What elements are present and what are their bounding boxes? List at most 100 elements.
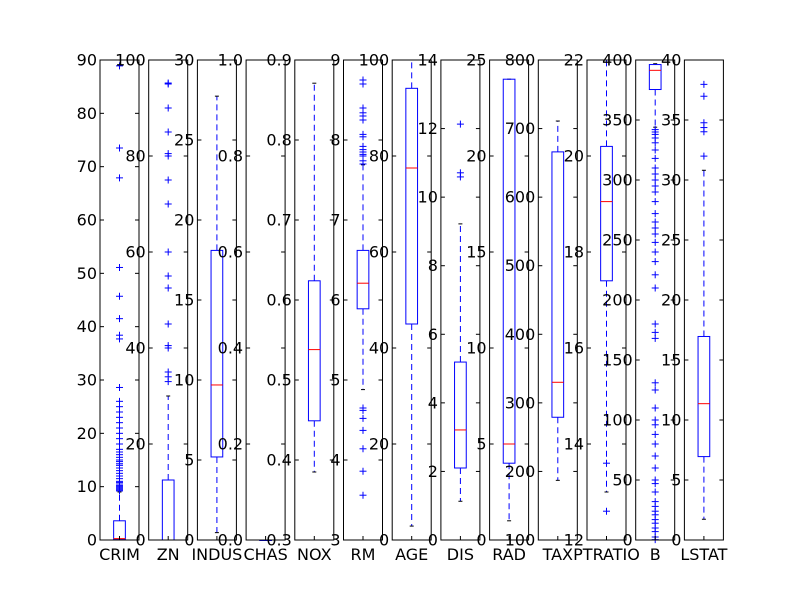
flier-point [651, 224, 659, 232]
flier-point [359, 467, 367, 475]
y-tick-label: 0.6 [218, 243, 243, 262]
y-tick-label: 200 [505, 462, 536, 481]
y-tick-label: 0.5 [266, 371, 291, 390]
axes-frame [294, 59, 335, 541]
y-tick-label: 40 [369, 339, 389, 358]
y-tick-label: 80 [77, 104, 97, 123]
y-tick-label: 700 [505, 119, 536, 138]
flier-point [359, 404, 367, 412]
flier-point [164, 200, 172, 208]
flier-point [651, 284, 659, 292]
y-tick-label: 0 [136, 531, 146, 550]
flier-point [651, 182, 659, 190]
flier-point [164, 176, 172, 184]
y-tick-label: 0 [623, 531, 633, 550]
flier-point [651, 238, 659, 246]
y-tick-label: 25 [174, 131, 194, 150]
y-tick-label: 150 [602, 351, 633, 370]
flier-point [164, 104, 172, 112]
x-category-label: NOX [297, 545, 332, 564]
flier-point [700, 92, 708, 100]
y-tick-label: 10 [466, 339, 486, 358]
y-tick-label: 0.3 [266, 531, 291, 550]
flier-point [164, 368, 172, 376]
y-tick-label: 0 [671, 531, 681, 550]
y-tick-label: 600 [505, 188, 536, 207]
flier-point [700, 152, 708, 160]
flier-point [651, 198, 659, 206]
y-tick-label: 8 [428, 256, 438, 275]
flier-point [651, 188, 659, 196]
y-tick-label: 400 [505, 325, 536, 344]
y-tick-label: 12 [564, 531, 584, 550]
flier-point [700, 119, 708, 127]
flier-point [651, 379, 659, 387]
y-tick-label: 500 [505, 256, 536, 275]
x-category-label: PTRATIO [573, 545, 640, 564]
flier-point [651, 430, 659, 438]
flier-point [359, 104, 367, 112]
y-tick-label: 0.6 [266, 291, 291, 310]
y-tick-label: 50 [612, 471, 632, 490]
flier-point [359, 414, 367, 422]
y-tick-label: 0.8 [266, 131, 291, 150]
panel-rm: 3 4 5 6 7 8 9 RM [330, 51, 383, 564]
y-tick-label: 22 [564, 51, 584, 70]
y-tick-label: 300 [505, 393, 536, 412]
flier-point [651, 404, 659, 412]
y-tick-label: 0.2 [218, 435, 243, 454]
flier-point [651, 498, 659, 506]
flier-point [651, 452, 659, 460]
y-tick-label: 6 [428, 325, 438, 344]
y-tick-label: 350 [602, 111, 633, 130]
flier-point [651, 416, 659, 424]
flier-point [164, 248, 172, 256]
y-tick-label: 20 [466, 147, 486, 166]
y-tick-label: 6 [330, 291, 340, 310]
y-tick-label: 300 [602, 171, 633, 190]
x-category-label: LSTAT [680, 545, 727, 564]
flier-point [651, 210, 659, 218]
y-tick-label: 800 [505, 51, 536, 70]
y-tick-label: 4 [428, 393, 438, 412]
y-tick-label: 50 [77, 264, 97, 283]
flier-point [651, 488, 659, 496]
y-tick-label: 25 [466, 51, 486, 70]
flier-point [359, 445, 367, 453]
y-tick-label: 2 [428, 462, 438, 481]
y-tick-label: 0.4 [218, 339, 243, 358]
y-tick-label: 0 [379, 531, 389, 550]
y-tick-label: 30 [661, 171, 681, 190]
box-iqr [551, 151, 565, 418]
flier-point [164, 150, 172, 158]
y-tick-label: 35 [661, 111, 681, 130]
y-tick-label: 20 [564, 147, 584, 166]
flier-point [651, 464, 659, 472]
panel-tax: 100 200 300 400 500 600 700 800 TAX [505, 51, 578, 564]
flier-point [651, 334, 659, 342]
panel-indus: 0 5 10 15 20 25 30 INDUS [174, 51, 242, 565]
y-tick-label: 70 [77, 157, 97, 176]
flier-point [116, 292, 123, 300]
y-tick-label: 100 [359, 51, 390, 70]
y-tick-label: 0.4 [266, 451, 291, 470]
y-tick-label: 0.8 [218, 147, 243, 166]
y-tick-label: 100 [602, 411, 633, 430]
flier-point [651, 146, 659, 154]
panel-nox: 0.3 0.4 0.5 0.6 0.7 0.8 0.9 NOX [266, 51, 335, 564]
x-category-label: B [650, 545, 661, 564]
flier-point [651, 271, 659, 279]
panel-ptratio: 12 14 16 18 20 22 PTRATIO [564, 51, 640, 565]
panel-zn: 0 20 40 60 80 100 ZN [115, 51, 189, 564]
box-iqr [502, 78, 516, 464]
y-tick-label: 30 [174, 51, 194, 70]
flier-point [164, 320, 172, 328]
flier-point [651, 386, 659, 394]
y-tick-label: 12 [418, 119, 438, 138]
flier-point [116, 383, 123, 391]
y-tick-label: 14 [418, 51, 438, 70]
panel-chas: 0.0 0.2 0.4 0.6 0.8 1.0 CHAS [218, 51, 288, 565]
y-tick-label: 5 [671, 471, 681, 490]
panel-rad: 0 5 10 15 20 25 RAD [466, 51, 530, 564]
